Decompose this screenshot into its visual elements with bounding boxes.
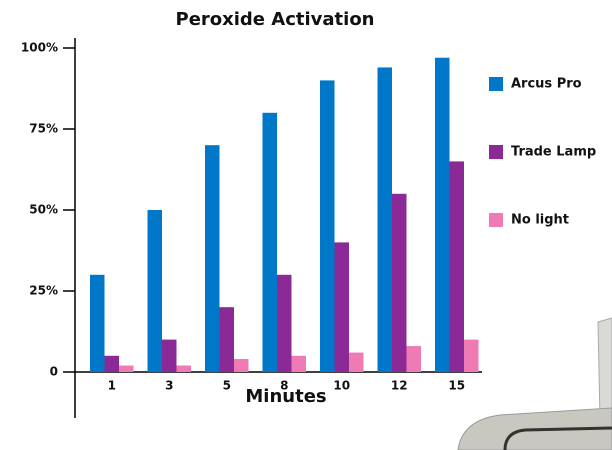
- y-tick-label: 50%: [29, 203, 58, 217]
- y-tick-label: 0: [50, 365, 58, 379]
- bar: [292, 356, 307, 372]
- legend-swatch: [489, 213, 503, 227]
- bar: [335, 242, 350, 372]
- bar: [105, 356, 120, 372]
- bar: [162, 340, 177, 372]
- legend-label: Arcus Pro: [511, 77, 582, 92]
- bar: [263, 113, 278, 372]
- bar: [435, 58, 450, 372]
- x-tick-label: 15: [448, 379, 465, 393]
- bar: [392, 194, 407, 372]
- bar: [148, 210, 163, 372]
- bar: [119, 366, 134, 372]
- bar: [378, 67, 393, 372]
- bar: [320, 80, 335, 372]
- x-tick-label: 8: [280, 379, 288, 393]
- chart: Peroxide Activation Minutes 025%50%75%10…: [0, 0, 612, 450]
- bar: [177, 366, 192, 372]
- bar: [205, 145, 220, 372]
- y-tick-label: 75%: [29, 122, 58, 136]
- y-tick-label: 100%: [21, 41, 58, 55]
- bar: [407, 346, 422, 372]
- bar: [450, 161, 465, 372]
- bar: [277, 275, 292, 372]
- x-tick-label: 10: [333, 379, 350, 393]
- legend-swatch: [489, 145, 503, 159]
- lamp-decoration: [458, 318, 612, 450]
- x-tick-label: 1: [108, 379, 116, 393]
- bar: [349, 353, 364, 372]
- bar: [220, 307, 235, 372]
- bar: [234, 359, 249, 372]
- legend-label: No light: [511, 213, 569, 228]
- x-tick-label: 12: [391, 379, 408, 393]
- legend-label: Trade Lamp: [511, 145, 596, 160]
- bar: [464, 340, 479, 372]
- chart-title: Peroxide Activation: [176, 9, 375, 30]
- bar: [90, 275, 105, 372]
- y-tick-label: 25%: [29, 284, 58, 298]
- x-tick-label: 5: [223, 379, 231, 393]
- legend-swatch: [489, 77, 503, 91]
- x-tick-label: 3: [165, 379, 173, 393]
